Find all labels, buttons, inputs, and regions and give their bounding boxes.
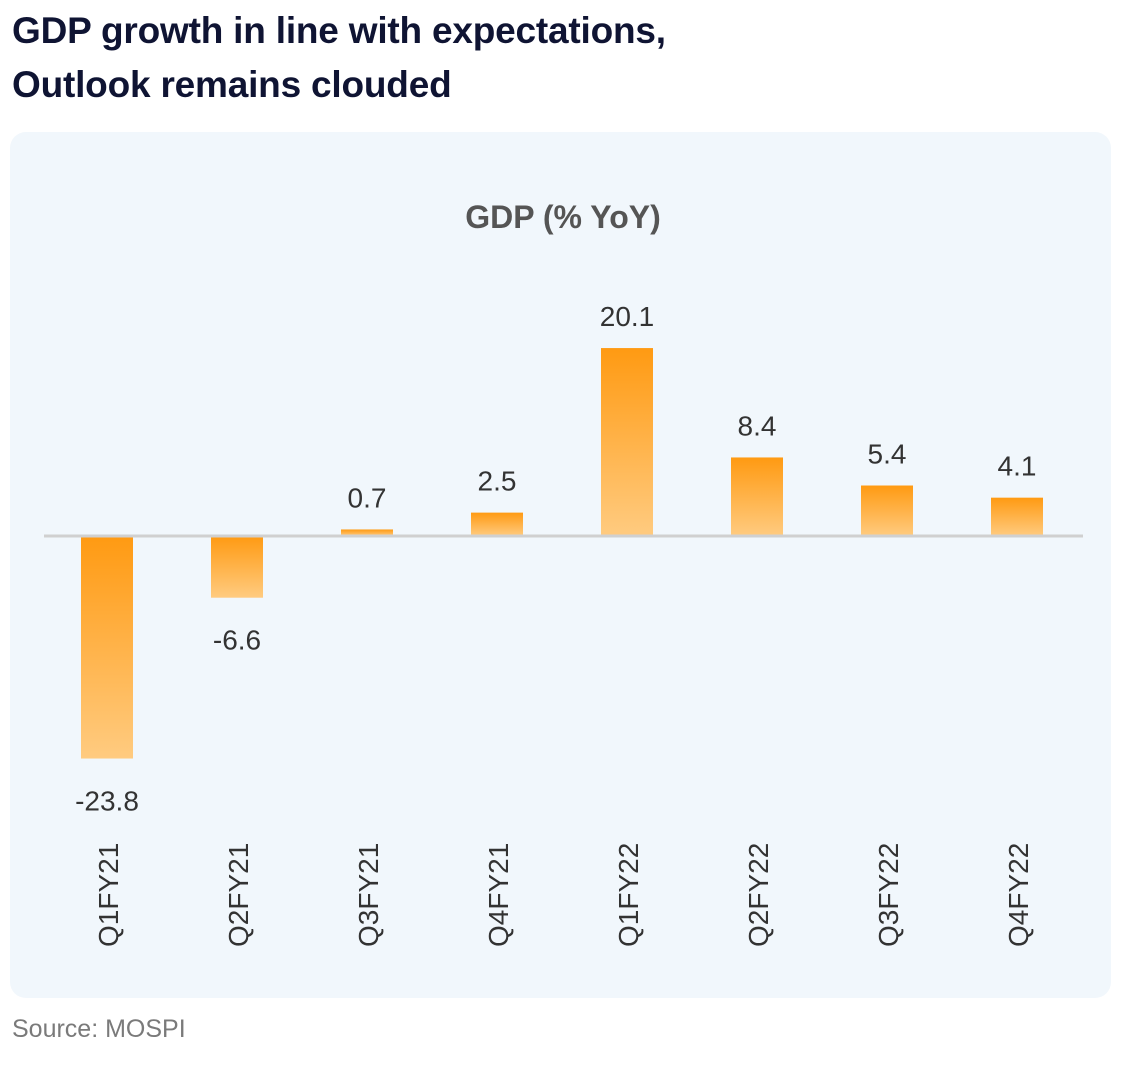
bar-q1fy22 — [601, 348, 653, 536]
category-label-q2fy22: Q2FY22 — [743, 843, 774, 947]
data-label-q1fy22: 20.1 — [600, 301, 655, 332]
category-label-q4fy21: Q4FY21 — [483, 843, 514, 947]
data-label-q2fy22: 8.4 — [738, 410, 777, 441]
data-label-q4fy21: 2.5 — [478, 466, 517, 497]
chart-title: GDP (% YoY) — [465, 199, 661, 235]
data-label-q2fy21: -6.6 — [213, 625, 261, 656]
data-label-q1fy21: -23.8 — [75, 786, 139, 817]
data-label-q4fy22: 4.1 — [998, 451, 1037, 482]
category-label-q3fy22: Q3FY22 — [873, 843, 904, 947]
chart-panel — [10, 132, 1111, 998]
source-note: Source: MOSPI — [12, 1015, 186, 1043]
bar-q2fy22 — [731, 457, 783, 536]
bar-q2fy21 — [211, 536, 263, 598]
data-label-q3fy21: 0.7 — [348, 482, 387, 513]
bar-q3fy22 — [861, 485, 913, 536]
bar-q3fy21 — [341, 529, 393, 536]
category-label-q3fy21: Q3FY21 — [353, 843, 384, 947]
bar-q1fy21 — [81, 536, 133, 759]
category-label-q4fy22: Q4FY22 — [1003, 843, 1034, 947]
bars-layer — [81, 348, 1043, 759]
bar-q4fy21 — [471, 512, 523, 536]
category-label-q2fy21: Q2FY21 — [223, 843, 254, 947]
headline-line-2: Outlook remains clouded — [12, 64, 452, 105]
headline-line-1: GDP growth in line with expectations, — [12, 10, 666, 51]
headline: GDP growth in line with expectations, Ou… — [12, 4, 1112, 112]
category-label-q1fy22: Q1FY22 — [613, 843, 644, 947]
labels-layer: -23.8 Q1FY21 -6.6 Q2FY21 0.7 Q3FY21 2.5 Q4FY21 2… — [75, 301, 1036, 947]
category-label-q1fy21: Q1FY21 — [93, 843, 124, 947]
bar-q4fy22 — [991, 497, 1043, 536]
data-label-q3fy22: 5.4 — [868, 439, 907, 470]
